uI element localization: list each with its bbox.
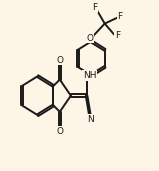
Text: NH: NH	[83, 71, 97, 80]
Text: O: O	[86, 34, 93, 43]
Text: F: F	[92, 3, 97, 12]
Text: N: N	[87, 115, 94, 124]
Text: F: F	[115, 31, 120, 40]
Text: F: F	[118, 12, 123, 21]
Text: O: O	[56, 56, 63, 65]
Text: O: O	[56, 127, 63, 136]
